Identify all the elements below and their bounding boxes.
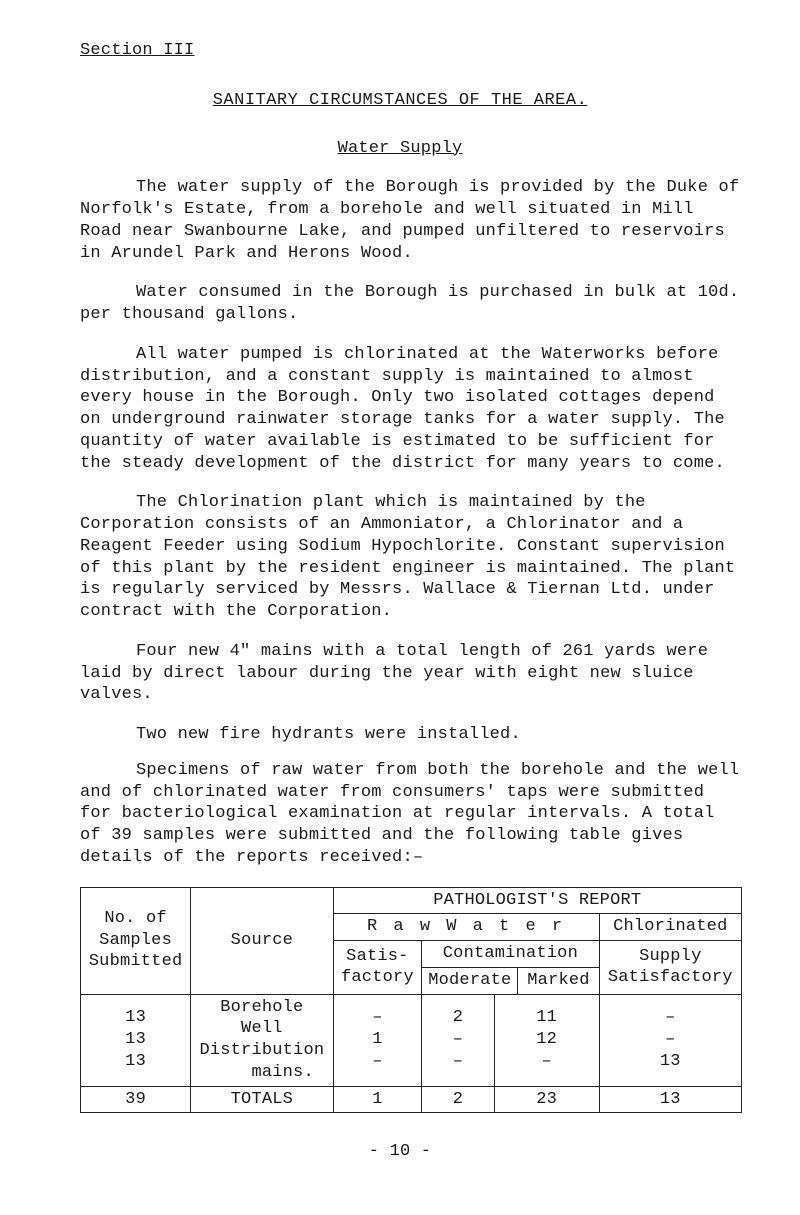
text: Moderate	[422, 968, 518, 994]
page-number: - 10 -	[58, 1141, 742, 1163]
text: –	[453, 1030, 463, 1049]
cell: 23	[494, 1086, 599, 1113]
paragraph: All water pumped is chlorinated at the W…	[80, 344, 742, 475]
text: Contamination	[422, 941, 598, 968]
cell: Borehole Well Distribution mains.	[191, 994, 333, 1086]
report-table: No. of Samples Submitted Source PATHOLOG…	[80, 887, 742, 1114]
text: Samples	[99, 931, 172, 950]
cell: – – 13	[599, 994, 741, 1086]
table-header-row: No. of Samples Submitted Source PATHOLOG…	[81, 887, 742, 914]
text: 13	[125, 1030, 146, 1049]
section-label: Section III	[80, 40, 742, 62]
text: –	[372, 1008, 382, 1027]
cell: 1	[333, 1086, 422, 1113]
col-chlorinated: Chlorinated	[599, 914, 741, 941]
text: 11	[536, 1008, 557, 1027]
document-page: Section III SANITARY CIRCUMSTANCES OF TH…	[0, 0, 800, 1215]
text: –	[665, 1008, 675, 1027]
cell: 39	[81, 1086, 191, 1113]
col-source: Source	[191, 887, 333, 994]
cell: 13	[599, 1086, 741, 1113]
text: 12	[536, 1030, 557, 1049]
text: –	[541, 1052, 551, 1071]
paragraph: The water supply of the Borough is provi…	[80, 177, 742, 264]
cell: 2	[422, 1086, 495, 1113]
cell: – 1 –	[333, 994, 422, 1086]
text: –	[372, 1052, 382, 1071]
text: Supply	[639, 947, 701, 966]
text: –	[453, 1052, 463, 1071]
text: Marked	[518, 968, 598, 994]
paragraph: The Chlorination plant which is maintain…	[80, 492, 742, 623]
col-report-head: PATHOLOGIST'S REPORT	[333, 887, 741, 914]
text: Satis-	[346, 947, 408, 966]
paragraph: Four new 4" mains with a total length of…	[80, 641, 742, 706]
paragraph: Two new fire hydrants were installed.	[80, 724, 742, 746]
text: Borehole	[220, 998, 303, 1017]
text: No. of	[104, 909, 166, 928]
text: 13	[660, 1052, 681, 1071]
paragraph: Specimens of raw water from both the bor…	[80, 760, 742, 869]
text: 1	[372, 1030, 382, 1049]
cell: 11 12 –	[494, 994, 599, 1086]
text: Satisfactory	[608, 968, 733, 987]
cell: 13 13 13	[81, 994, 191, 1086]
text: R a w W a t e r	[367, 917, 565, 936]
text: Submitted	[89, 952, 183, 971]
col-contamination-group: Contamination Moderate Marked	[422, 941, 599, 995]
col-supply: Supply Satisfactory	[599, 941, 741, 995]
col-samples: No. of Samples Submitted	[81, 887, 191, 994]
text: 13	[125, 1008, 146, 1027]
text: –	[665, 1030, 675, 1049]
cell: 2 – –	[422, 994, 495, 1086]
sub-title: Water Supply	[58, 138, 742, 160]
main-title: SANITARY CIRCUMSTANCES OF THE AREA.	[58, 90, 742, 112]
text: factory	[341, 968, 414, 987]
table-totals-row: 39 TOTALS 1 2 23 13	[81, 1086, 742, 1113]
text: 2	[453, 1008, 463, 1027]
cell: TOTALS	[191, 1086, 333, 1113]
paragraph: Water consumed in the Borough is purchas…	[80, 282, 742, 326]
col-satisfactory: Satis- factory	[333, 941, 422, 995]
col-raw-water: R a w W a t e r	[333, 914, 599, 941]
text: Well	[241, 1019, 283, 1038]
text: Distribution mains.	[199, 1041, 324, 1082]
text: 13	[125, 1052, 146, 1071]
